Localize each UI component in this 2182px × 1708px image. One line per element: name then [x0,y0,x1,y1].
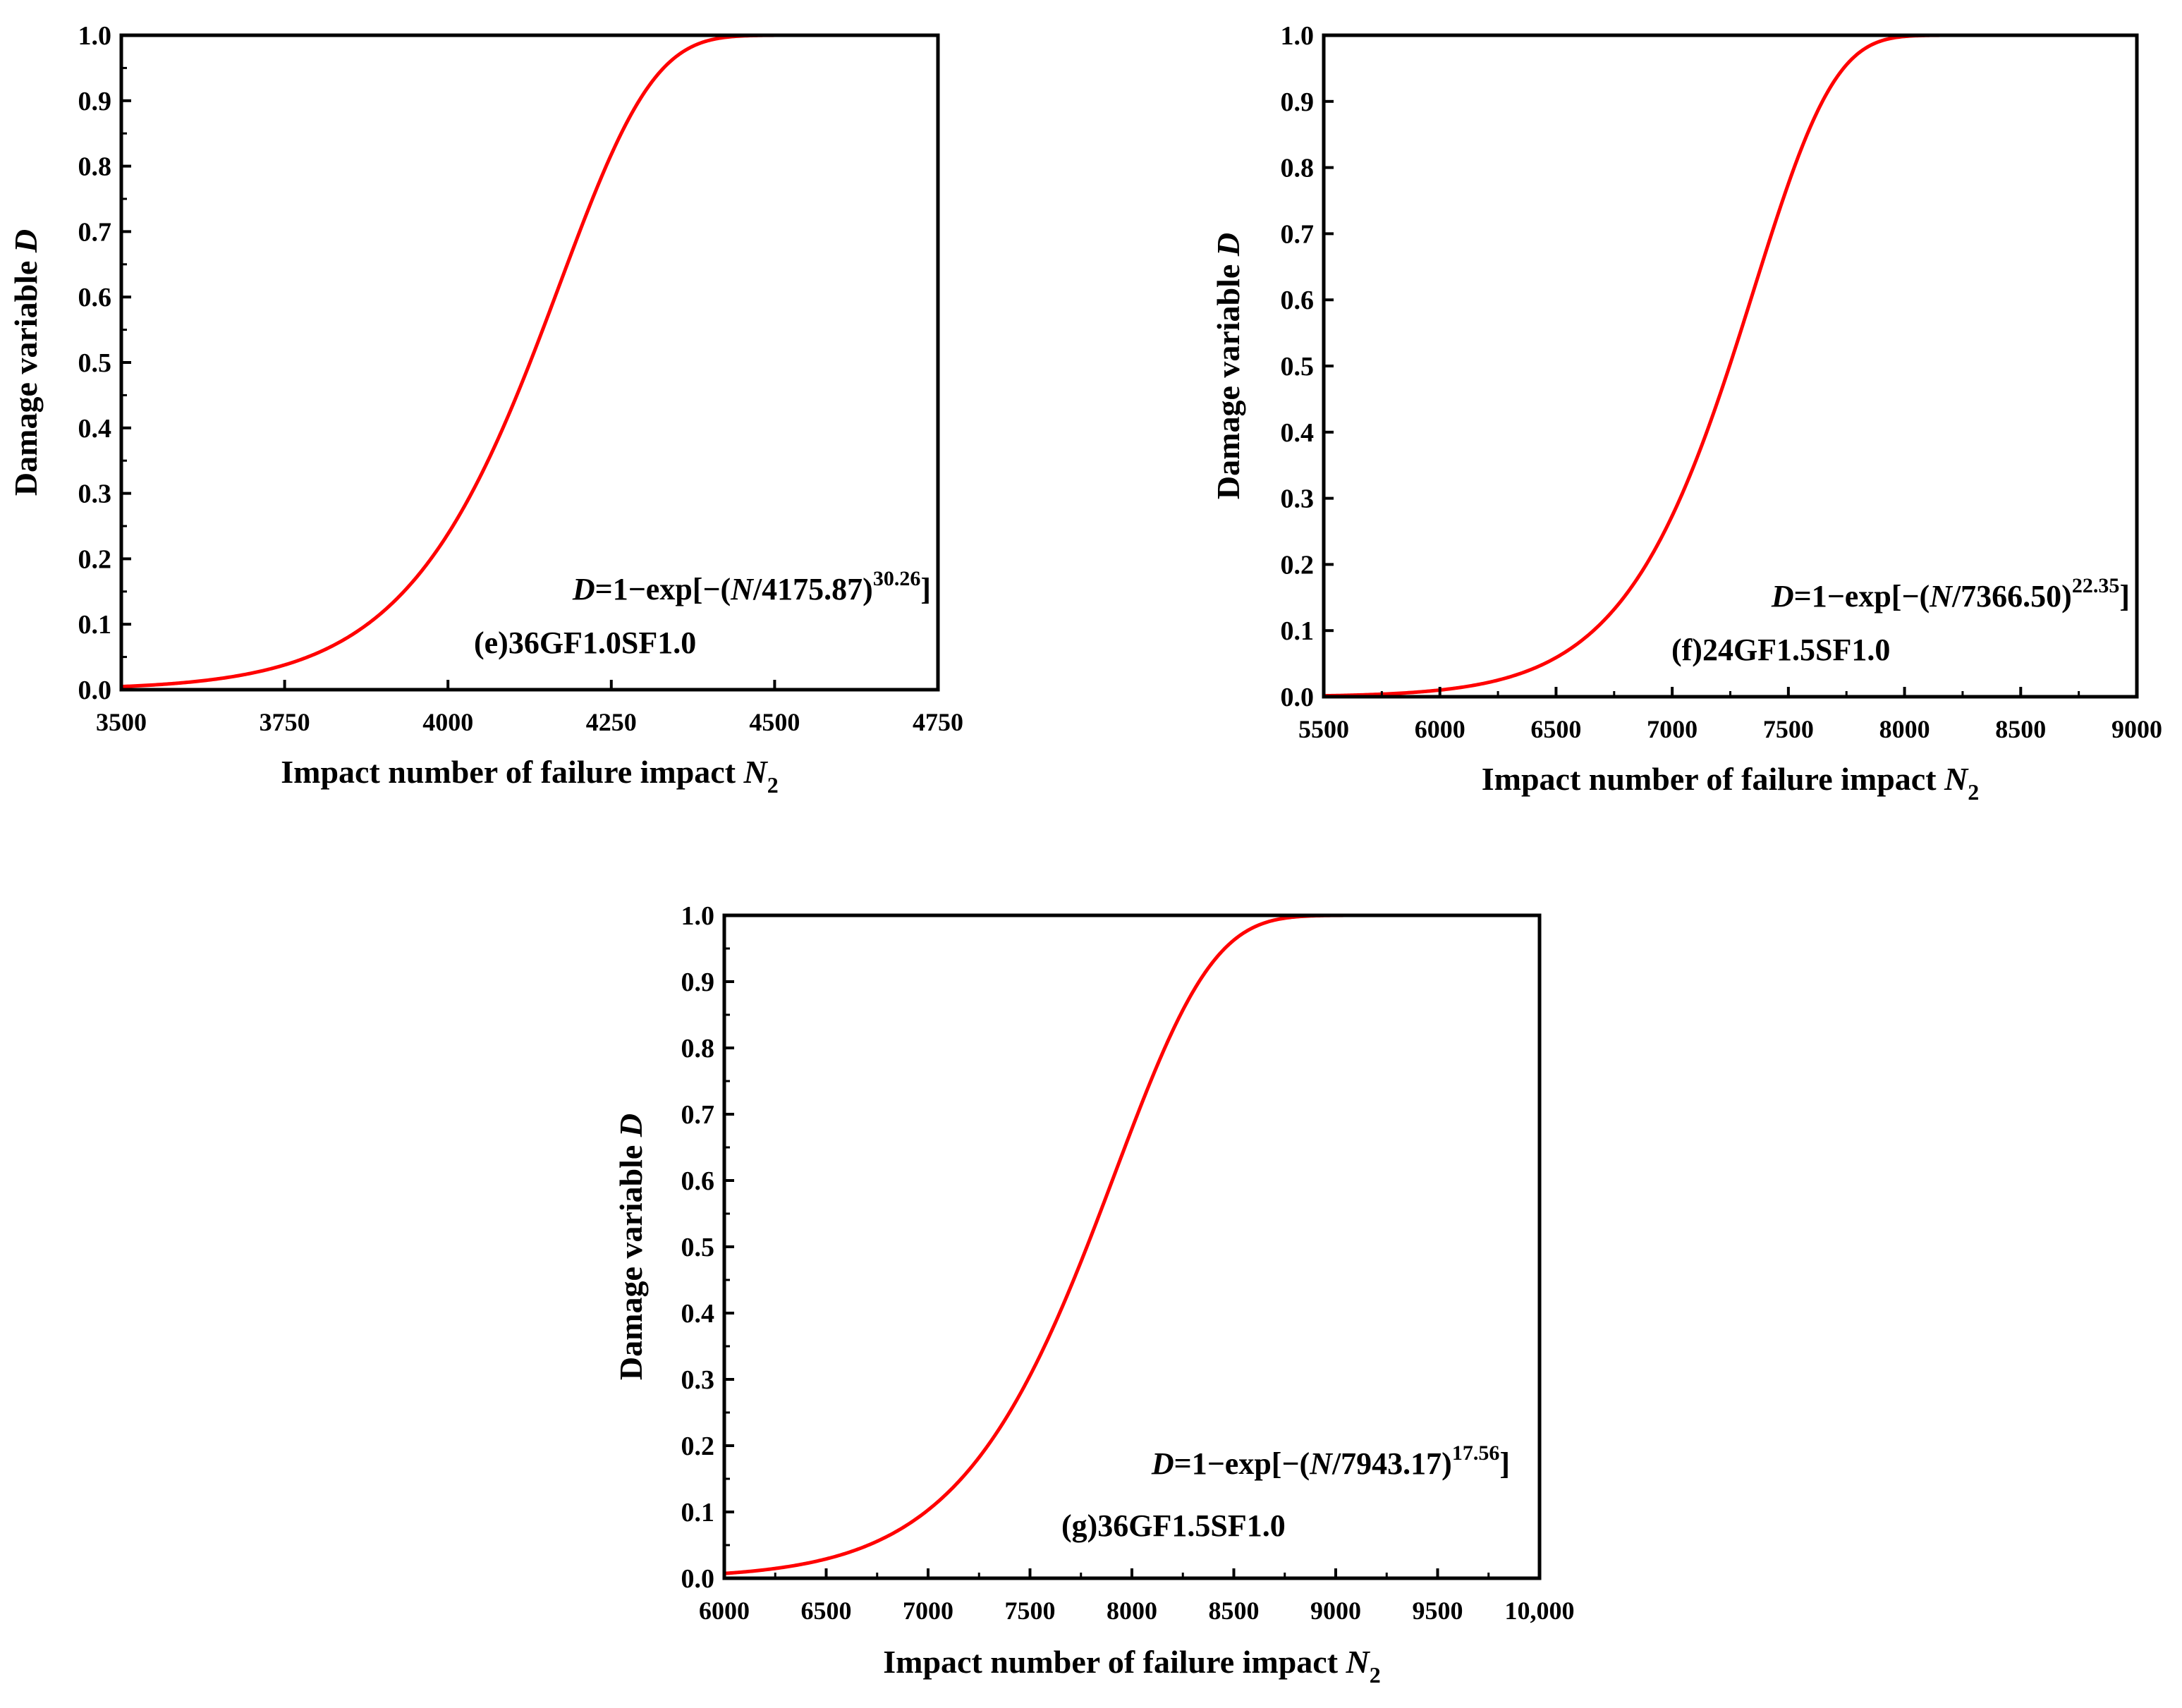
chart-panel-1: 5500 6000 6500 7000 7500 8000 8500 9000 0.0 0.1 0.… [1210,21,2162,805]
y-tick-label: 0.5 [681,1233,715,1262]
x-tick-label: 4250 [586,708,637,736]
y-tick-label: 0.7 [1281,219,1315,249]
x-tick-label: 8000 [1107,1597,1157,1625]
y-tick-label: 0.3 [78,480,112,509]
x-axis-label: Impact number of failure impact N2 [883,1644,1381,1688]
x-axis-label: Impact number of failure impact N2 [1482,761,1980,805]
x-tick-label: 7500 [1005,1597,1056,1625]
y-tick-label: 0.6 [681,1166,715,1196]
y-tick-label: 0.1 [78,610,112,640]
x-tick-label: 7500 [1763,715,1814,743]
x-tick-label: 3750 [260,708,310,736]
y-tick-label: 0.7 [78,217,112,247]
x-tick-label: 6000 [1415,715,1465,743]
x-axis-label: Impact number of failure impact N2 [281,754,779,798]
x-tick-label: 5500 [1298,715,1349,743]
y-tick-label: 0.8 [78,152,112,182]
x-tick-label: 4750 [913,708,963,736]
y-tick-label: 0.8 [681,1034,715,1063]
y-tick-label: 0.9 [681,968,715,997]
y-tick-label: 0.3 [1281,484,1315,514]
x-tick-label: 7000 [903,1597,953,1625]
y-tick-label: 0.5 [78,348,112,378]
x-tick-label: 6000 [699,1597,750,1625]
y-tick-label: 0.6 [78,283,112,312]
panel-label: (f)24GF1.5SF1.0 [1671,633,1890,667]
y-tick-label: 0.2 [78,544,112,574]
y-axis-label: Damage variable D [613,1114,649,1380]
y-tick-label: 0.4 [681,1299,715,1329]
x-tick-label: 8500 [1209,1597,1260,1625]
x-tick-label: 3500 [96,708,147,736]
x-tick-label: 4500 [749,708,800,736]
y-tick-label: 0.9 [1281,87,1315,117]
y-tick-label: 0.3 [681,1365,715,1395]
y-tick-label: 0.6 [1281,286,1315,315]
x-tick-label: 8500 [1995,715,2046,743]
x-tick-label: 9500 [1413,1597,1463,1625]
y-axis-label: Damage variable D [8,229,44,496]
y-tick-label: 0.0 [681,1564,715,1594]
x-tick-label: 10,000 [1505,1597,1575,1625]
x-tick-label: 6500 [801,1597,852,1625]
x-tick-label: 9000 [2111,715,2162,743]
x-tick-label: 7000 [1647,715,1698,743]
x-tick-label: 6500 [1530,715,1581,743]
y-tick-label: 0.5 [1281,352,1315,382]
x-tick-label: 9000 [1310,1597,1361,1625]
y-tick-label: 0.9 [78,87,112,116]
y-tick-label: 0.0 [78,676,112,705]
y-tick-label: 1.0 [681,901,715,931]
y-tick-label: 0.4 [1281,418,1315,448]
fit-equation: D=1−exp[−(N/7943.17)17.56] [1151,1441,1510,1481]
y-tick-label: 0.2 [681,1432,715,1461]
y-tick-label: 0.7 [681,1100,715,1130]
y-tick-label: 0.1 [1281,616,1315,646]
y-tick-label: 0.2 [1281,550,1315,580]
y-axis-label: Damage variable D [1210,233,1246,499]
panel-label: (e)36GF1.0SF1.0 [474,626,696,660]
chart-panel-0: 3500 3750 4000 4250 4500 4750 0.0 0.1 0.2 0.3 0.4 0… [8,21,963,798]
y-tick-label: 1.0 [1281,21,1315,51]
panel-label: (g)36GF1.5SF1.0 [1061,1508,1286,1543]
fit-equation: D=1−exp[−(N/4175.87)30.26] [572,567,931,606]
x-tick-label: 4000 [422,708,473,736]
y-tick-label: 1.0 [78,21,112,51]
chart-panel-2: 6000 6500 7000 7500 8000 8500 9000 9500 10,000 0.… [613,901,1575,1688]
y-tick-label: 0.4 [78,414,112,444]
fit-equation: D=1−exp[−(N/7366.50)22.35] [1771,574,2130,614]
x-tick-label: 8000 [1879,715,1930,743]
y-tick-label: 0.8 [1281,154,1315,183]
y-tick-label: 0.1 [681,1498,715,1527]
y-tick-label: 0.0 [1281,683,1315,712]
